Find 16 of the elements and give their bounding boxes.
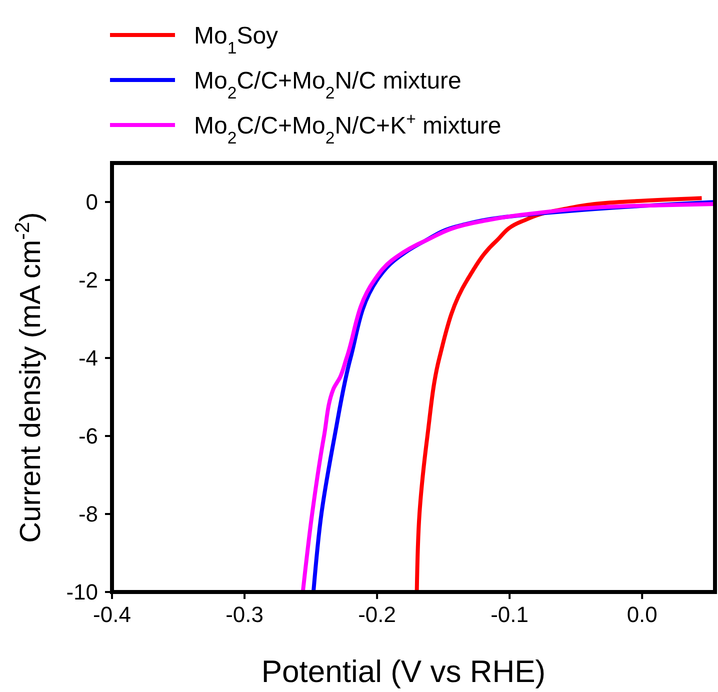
y-tick-label: -4: [78, 346, 98, 371]
x-tick-label: -0.3: [226, 602, 264, 627]
y-tick-label: -10: [66, 580, 98, 605]
legend-label: Mo$_{1}$Soy: [194, 22, 278, 57]
line-series: [414, 196, 704, 592]
y-tick-label: -6: [78, 424, 98, 449]
x-tick-label: -0.1: [490, 602, 529, 627]
x-axis-title: Potential (V vs RHE): [261, 654, 546, 689]
y-tick-label: -8: [78, 502, 98, 527]
x-tick-label: 0.0: [626, 602, 658, 627]
y-tick-label: -2: [78, 268, 98, 293]
x-tick-label: -0.2: [358, 602, 396, 627]
legend-label: Mo$_{2}$C/C+Mo$_{2}$N/C mixture: [194, 67, 462, 102]
y-tick-label: 0: [86, 190, 98, 215]
x-tick-label: -0.4: [93, 602, 131, 627]
legend-label: Mo$_{2}$C/C+Mo$_{2}$N/C+K$^{+}$ mixture: [194, 108, 502, 147]
